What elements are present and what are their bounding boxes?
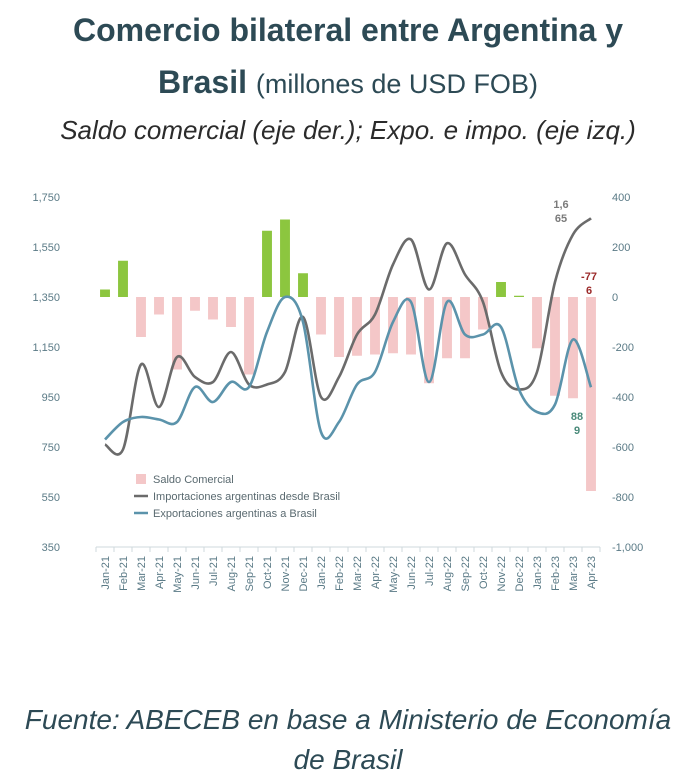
balance-bar (280, 219, 290, 297)
source-note: Fuente: ABECEB en base a Ministerio de E… (24, 704, 672, 775)
x-tick-label: Jan-23 (532, 556, 544, 590)
right-tick-label: -600 (612, 442, 634, 454)
balance-bar (190, 297, 200, 311)
right-tick-label: -200 (612, 342, 634, 354)
x-tick-label: Mar-22 (352, 556, 364, 591)
balance-bar (586, 297, 596, 491)
left-tick-label: 950 (42, 392, 60, 404)
balance-bar (136, 297, 146, 337)
right-tick-label: -400 (612, 392, 634, 404)
x-tick-label: Jun-21 (190, 556, 202, 590)
right-tick-label: 400 (612, 192, 630, 204)
balance-bar (370, 297, 380, 355)
right-tick-label: -1,000 (612, 542, 643, 554)
balance-bar (478, 297, 488, 330)
balance-bar (172, 297, 182, 370)
x-tick-label: Sep-22 (460, 556, 472, 591)
right-tick-label: -800 (612, 492, 634, 504)
balance-bar (154, 297, 164, 315)
balance-bar (514, 295, 524, 297)
x-tick-label: Sep-21 (244, 556, 256, 591)
chart-title-unit: (millones de USD FOB) (255, 69, 538, 99)
chart-legend: Saldo Comercial Importaciones argentinas … (134, 474, 340, 520)
balance-bars (100, 219, 596, 491)
x-tick-label: Feb-22 (334, 556, 346, 591)
balance-bar (100, 289, 110, 297)
legend-label-imports: Importaciones argentinas desde Brasil (153, 491, 340, 503)
balance-bar (118, 260, 128, 297)
left-tick-label: 750 (42, 442, 60, 454)
x-tick-label: May-22 (388, 556, 400, 593)
x-tick-label: Dec-21 (298, 556, 310, 591)
series-lines (104, 217, 593, 456)
balance-bar (226, 297, 236, 327)
left-tick-label: 350 (42, 542, 60, 554)
x-tick-label: Nov-22 (496, 556, 508, 591)
right-tick-label: 0 (612, 292, 618, 304)
x-tick-label: Feb-23 (550, 556, 562, 591)
chart-subtitle: Saldo comercial (eje der.); Expo. e impo… (60, 115, 636, 145)
x-tick-label: Jan-22 (316, 556, 328, 590)
balance-bar (388, 297, 398, 354)
exports-last-label-line1: 88 (571, 411, 583, 423)
legend-label-exports: Exportaciones argentinas a Brasil (153, 508, 317, 520)
balance-bar (550, 297, 560, 396)
left-tick-label: 550 (42, 492, 60, 504)
right-tick-label: 200 (612, 242, 630, 254)
left-tick-label: 1,550 (32, 242, 60, 254)
legend-label-balance: Saldo Comercial (153, 474, 234, 486)
balance-bar (496, 282, 506, 297)
balance-bar (460, 297, 470, 359)
chart-axes: Jan-21 Feb-21 Mar-21 Apr-21 May-21 Jun-21 Jul-… (32, 192, 643, 593)
exports-last-label-line2: 9 (574, 425, 580, 437)
balance-bar (424, 297, 434, 384)
imports-last-label-line1: 1,6 (553, 199, 568, 211)
chart-title: Comercio bilateral entre Argentina y Bra… (0, 4, 696, 110)
chart-title-line1: Comercio bilateral entre Argentina y (72, 12, 624, 48)
exports-line (104, 295, 593, 441)
balance-bar (244, 297, 254, 375)
x-tick-label: May-21 (172, 556, 184, 593)
x-tick-label: Dec-22 (514, 556, 526, 591)
left-tick-label: 1,150 (32, 342, 60, 354)
x-tick-label: Feb-21 (118, 556, 130, 591)
x-tick-label: Oct-21 (262, 556, 274, 589)
chart-title-country: Brasil (158, 64, 247, 100)
legend-swatch-balance (136, 474, 146, 484)
x-tick-label: Mar-23 (568, 556, 580, 591)
balance-bar (334, 297, 344, 357)
chart-title-line2: Brasil (millones de USD FOB) (0, 56, 696, 110)
x-tick-label: Nov-21 (280, 556, 292, 591)
x-tick-label: Jan-21 (100, 556, 112, 590)
balance-bar (298, 273, 308, 297)
x-tick-label: Jul-21 (208, 556, 220, 586)
imports-line (104, 217, 592, 456)
x-tick-label: Apr-21 (154, 556, 166, 589)
balance-bar (352, 297, 362, 356)
x-tick-label: Mar-21 (136, 556, 148, 591)
balance-bar (568, 297, 578, 399)
combo-chart: Jan-21 Feb-21 Mar-21 Apr-21 May-21 Jun-21 Jul-… (32, 192, 643, 593)
balance-bar (208, 297, 218, 320)
balance-bar (442, 297, 452, 359)
balance-bar (316, 297, 326, 335)
balance-bar (406, 297, 416, 355)
balance-bar (262, 230, 272, 297)
imports-last-label-line2: 65 (555, 213, 567, 225)
x-tick-label: Apr-22 (370, 556, 382, 589)
left-tick-label: 1,350 (32, 292, 60, 304)
balance-bar (532, 297, 542, 349)
end-annotations: 1,6 65 -77 6 88 9 (553, 199, 597, 437)
x-tick-label: Jun-22 (406, 556, 418, 590)
left-tick-label: 1,750 (32, 192, 60, 204)
balance-last-label-line1: -77 (581, 271, 597, 283)
x-tick-label: Aug-21 (226, 556, 238, 591)
x-tick-label: Oct-22 (478, 556, 490, 589)
x-tick-label: Apr-23 (586, 556, 598, 589)
balance-last-label-line2: 6 (586, 285, 592, 297)
x-tick-label: Aug-22 (442, 556, 454, 591)
x-tick-label: Jul-22 (424, 556, 436, 586)
